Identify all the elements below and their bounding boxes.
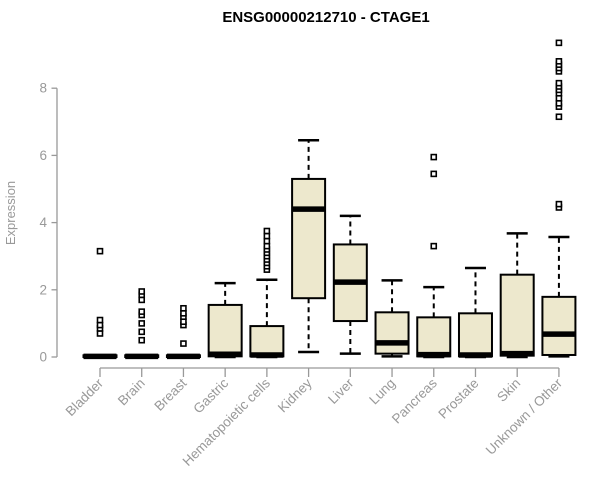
x-tick-label-gastric: Gastric — [190, 375, 231, 416]
boxplot-brain — [124, 288, 160, 360]
x-tick-label-liver: Liver — [325, 375, 357, 407]
outlier-unknown-other-13 — [555, 58, 563, 65]
y-axis-label: Expression — [3, 181, 18, 245]
y-tick-label-2: 2 — [39, 282, 47, 297]
x-tick-label-lung: Lung — [366, 376, 398, 408]
outlier-pancreas-2 — [430, 153, 438, 161]
outlier-breast-0 — [180, 340, 187, 347]
x-tick-label-breast: Breast — [151, 375, 189, 413]
x-tick-label-prostate: Prostate — [435, 376, 481, 422]
boxplot-breast — [165, 304, 201, 360]
y-tick-label-4: 4 — [39, 215, 47, 230]
outlier-brain-1 — [138, 328, 146, 336]
box-hematopoietic-cells — [249, 325, 285, 358]
boxplot-gastric — [207, 281, 243, 359]
boxplot-bladder — [82, 247, 118, 360]
outlier-brain-4 — [138, 308, 146, 315]
outlier-unknown-other-2 — [555, 113, 563, 121]
x-tick-label-bladder: Bladder — [63, 375, 107, 419]
x-tick-label-kidney: Kidney — [275, 375, 315, 415]
outlier-unknown-other-9 — [555, 79, 563, 87]
boxplot-series — [82, 39, 577, 360]
box-prostate — [457, 312, 493, 358]
outlier-hematopoietic-cells-10 — [263, 227, 271, 235]
x-tick-label-brain: Brain — [115, 376, 148, 409]
outlier-bladder-4 — [96, 247, 104, 255]
y-axis: 0 2 4 6 8 — [39, 81, 58, 365]
outlier-brain-7 — [138, 288, 146, 295]
box-kidney — [291, 177, 327, 300]
boxplot-pancreas — [416, 153, 452, 359]
boxplot-liver — [332, 214, 368, 355]
outlier-pancreas-0 — [430, 242, 438, 250]
boxplot-skin — [499, 232, 535, 359]
outlier-bladder-3 — [96, 316, 104, 324]
box-unknown-other — [541, 295, 577, 356]
boxplot-unknown-other — [541, 39, 577, 358]
x-tick-label-pancreas: Pancreas — [389, 375, 440, 426]
boxplot-kidney — [291, 139, 327, 354]
x-tick-label-unknown-other: Unknown / Other — [483, 375, 566, 458]
outlier-brain-2 — [138, 320, 146, 327]
boxplot-lung — [374, 279, 410, 358]
outlier-breast-5 — [180, 304, 187, 312]
y-tick-label-0: 0 — [39, 350, 47, 365]
outlier-unknown-other-1 — [555, 200, 563, 208]
boxplot-hematopoietic-cells — [249, 227, 285, 359]
box-lung — [374, 311, 410, 355]
x-tick-label-skin: Skin — [494, 376, 523, 405]
outlier-brain-0 — [138, 336, 146, 344]
box-pancreas — [416, 316, 452, 358]
box-gastric — [207, 303, 243, 358]
y-tick-label-6: 6 — [39, 148, 47, 163]
chart-title: ENSG00000212710 - CTAGE1 — [222, 9, 429, 26]
box-skin — [499, 273, 535, 357]
outlier-pancreas-1 — [430, 170, 438, 178]
boxplot-prostate — [457, 266, 493, 359]
outlier-unknown-other-14 — [555, 39, 563, 47]
y-tick-label-8: 8 — [39, 81, 47, 96]
